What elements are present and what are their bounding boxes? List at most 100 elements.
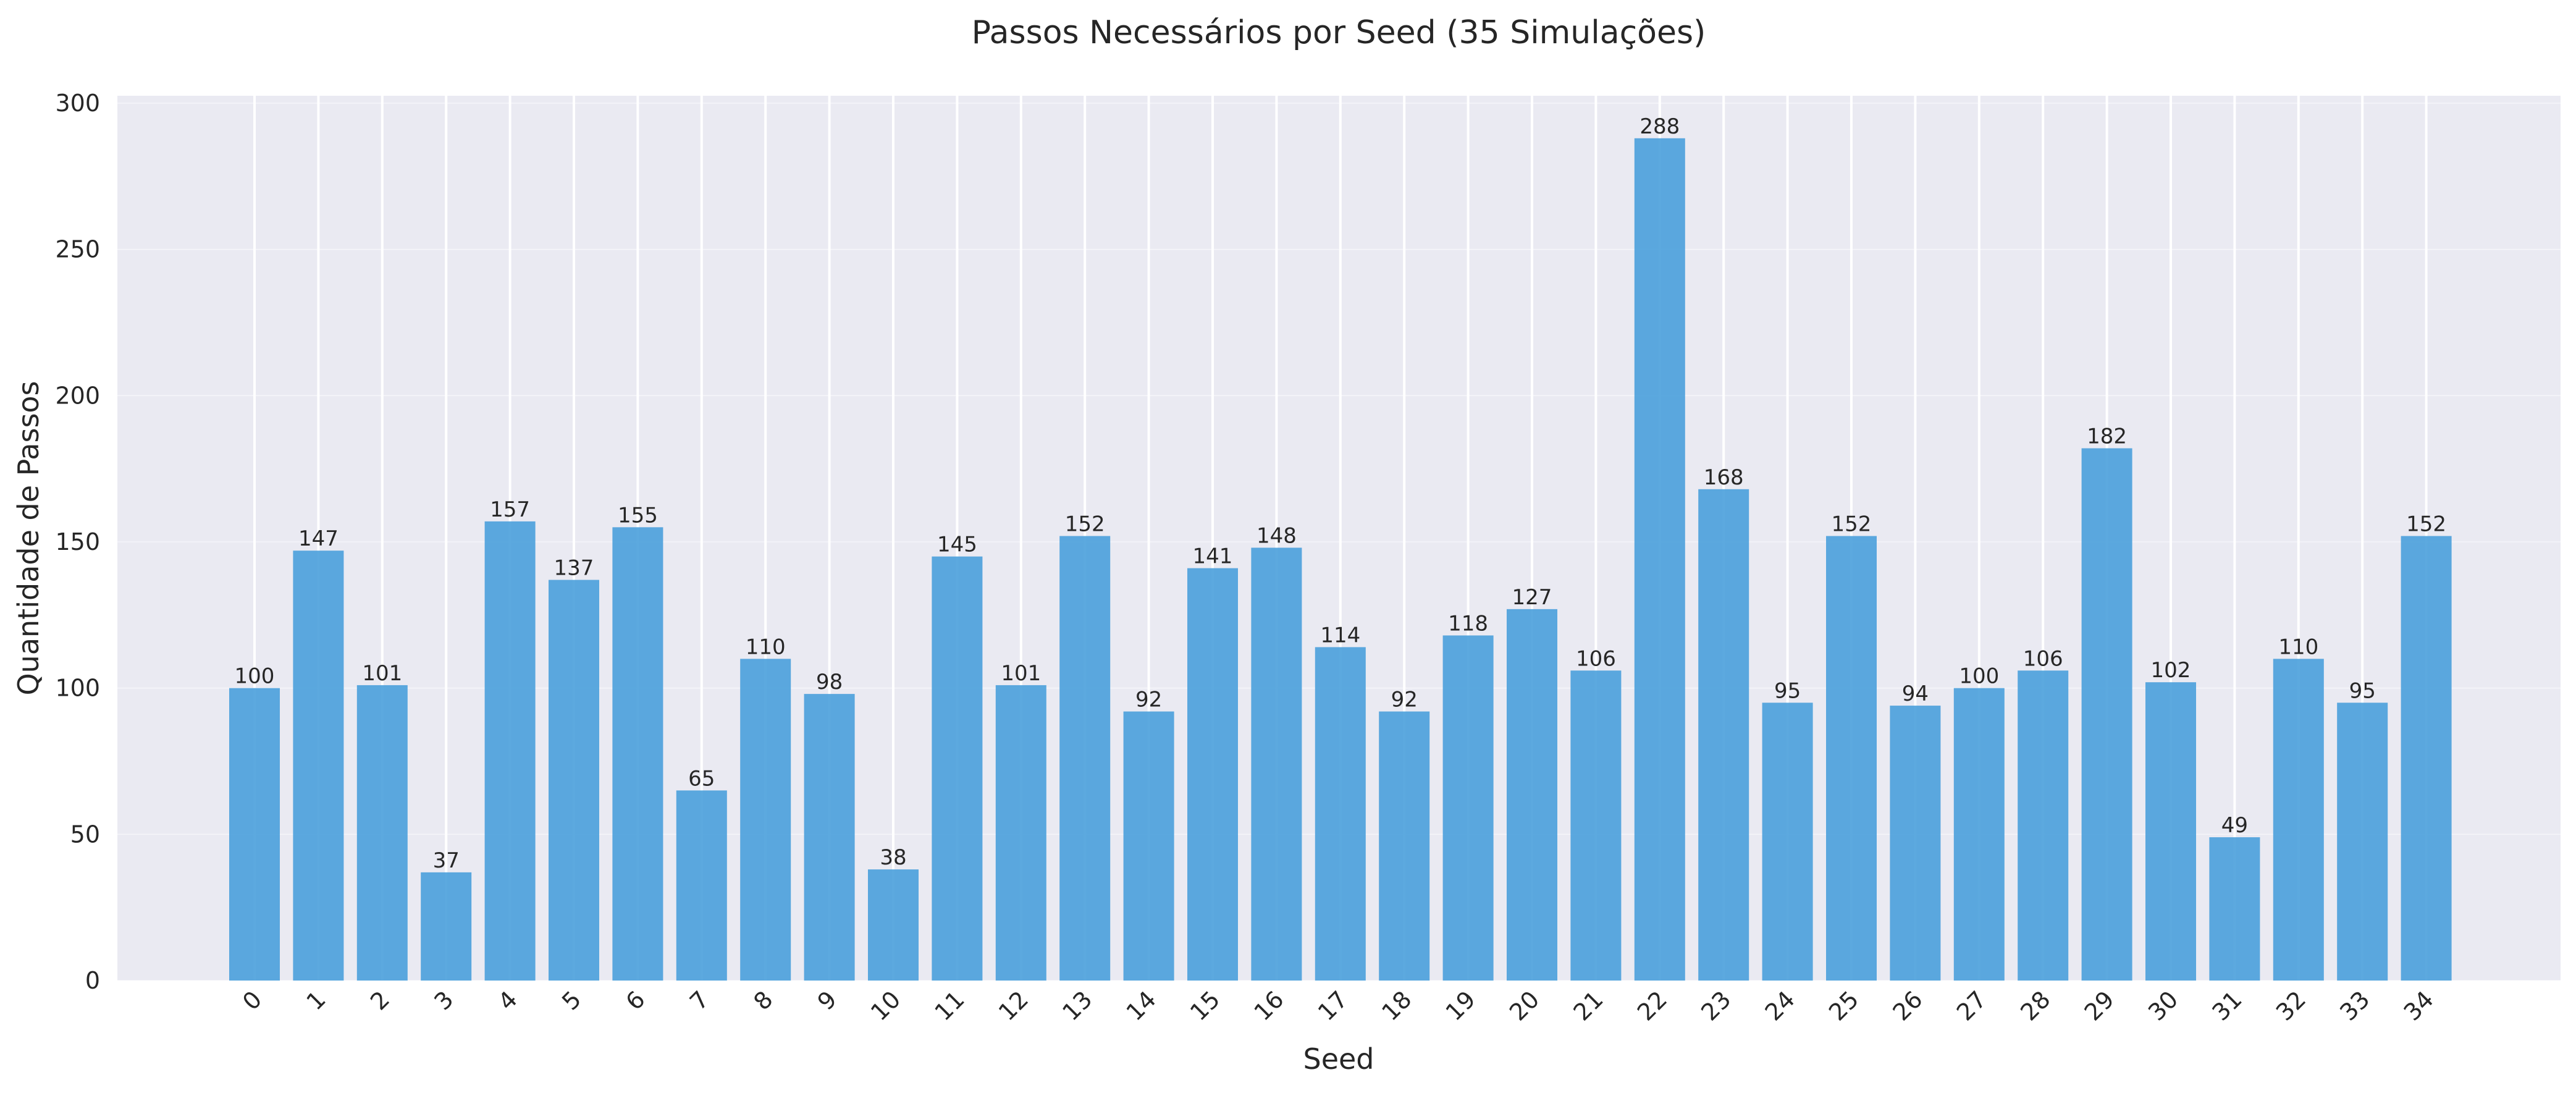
x-axis-label: Seed (1303, 1042, 1374, 1076)
data-label-seed-17: 114 (1320, 623, 1360, 648)
data-label-seed-2: 101 (362, 661, 402, 686)
bar-seed-27 (1953, 688, 2005, 981)
x-tick-label-seed-6: 6 (621, 985, 650, 1015)
x-tick-label-seed-7: 7 (684, 985, 714, 1015)
bar-seed-23 (1698, 489, 1749, 981)
y-tick-label: 200 (55, 382, 100, 409)
data-label-seed-11: 145 (937, 533, 977, 557)
bar-seed-15 (1187, 568, 1238, 981)
data-label-seed-3: 37 (433, 848, 460, 873)
data-label-seed-1: 147 (298, 526, 339, 551)
x-tick-label-seed-2: 2 (365, 985, 395, 1015)
data-label-seed-0: 100 (235, 664, 275, 689)
bar-seed-4 (484, 521, 536, 981)
data-label-seed-21: 106 (1576, 646, 1616, 671)
data-label-seed-12: 101 (1001, 661, 1041, 686)
data-label-seed-19: 118 (1448, 611, 1488, 636)
bar-seed-34 (2401, 536, 2452, 981)
data-label-seed-25: 152 (1832, 512, 1872, 537)
bar-seed-16 (1251, 547, 1302, 981)
data-label-seed-27: 100 (1959, 664, 1999, 689)
bar-seed-9 (804, 694, 855, 981)
data-label-seed-20: 127 (1512, 585, 1552, 610)
bar-seed-7 (676, 790, 727, 981)
data-label-seed-31: 49 (2221, 813, 2248, 838)
bar-seed-21 (1570, 670, 1622, 981)
data-label-seed-18: 92 (1391, 688, 1418, 712)
x-tick-label-seed-19: 19 (1441, 985, 1481, 1026)
bar-seed-31 (2209, 837, 2260, 981)
bar-seed-24 (1762, 703, 1813, 981)
chart-title: Passos Necessários por Seed (35 Simulaçõ… (972, 14, 1706, 51)
x-tick-label-seed-0: 0 (237, 985, 267, 1015)
data-label-seed-23: 168 (1704, 465, 1744, 490)
x-tick-label-seed-18: 18 (1376, 985, 1416, 1026)
x-tick-label-seed-17: 17 (1313, 985, 1353, 1026)
x-tick-label-seed-26: 26 (1887, 985, 1927, 1026)
bar-seed-26 (1890, 706, 1941, 981)
data-label-seed-26: 94 (1902, 682, 1929, 706)
bar-seed-11 (932, 556, 983, 981)
data-label-seed-10: 38 (880, 845, 906, 870)
x-tick-label-seed-31: 31 (2207, 985, 2247, 1026)
x-tick-label-seed-1: 1 (301, 985, 331, 1015)
bar-seed-22 (1634, 138, 1685, 981)
x-tick-label-seed-8: 8 (748, 985, 778, 1015)
bar-seed-5 (549, 580, 599, 981)
bar-seed-10 (868, 869, 919, 981)
data-label-seed-6: 155 (618, 503, 658, 528)
bar-seed-13 (1059, 536, 1111, 981)
x-tick-label-seed-21: 21 (1568, 985, 1608, 1026)
y-tick-label: 100 (55, 675, 100, 702)
data-labels: 100 147 101 37 157 137 155 65 110 98 38 145 101 152 92… (235, 114, 2447, 873)
bar-seed-12 (995, 685, 1046, 981)
x-tick-label-seed-9: 9 (812, 985, 842, 1015)
x-tick-label-seed-11: 11 (929, 985, 969, 1026)
bars (229, 138, 2452, 981)
data-label-seed-32: 110 (2278, 635, 2318, 659)
y-tick-label: 150 (55, 528, 100, 555)
y-axis-ticks: 0 50 100 150 200 250 300 (55, 90, 100, 994)
data-label-seed-33: 95 (2349, 678, 2376, 703)
x-tick-label-seed-14: 14 (1121, 985, 1161, 1026)
x-tick-label-seed-4: 4 (493, 985, 523, 1015)
x-tick-label-seed-20: 20 (1504, 985, 1544, 1026)
bar-seed-19 (1442, 635, 1494, 981)
data-label-seed-13: 152 (1065, 512, 1105, 537)
y-tick-label: 300 (55, 90, 100, 117)
x-tick-label-seed-3: 3 (429, 985, 458, 1015)
x-tick-label-seed-13: 13 (1057, 985, 1097, 1026)
data-label-seed-9: 98 (816, 670, 843, 694)
bar-seed-32 (2273, 659, 2324, 981)
x-tick-label-seed-10: 10 (865, 985, 906, 1026)
x-tick-label-seed-12: 12 (993, 985, 1033, 1026)
bar-seed-2 (356, 685, 408, 981)
x-tick-label-seed-24: 24 (1760, 985, 1800, 1026)
bar-seed-29 (2081, 448, 2132, 981)
bar-seed-30 (2145, 682, 2196, 981)
x-tick-label-seed-34: 34 (2399, 985, 2439, 1026)
x-tick-label-seed-15: 15 (1185, 985, 1225, 1026)
data-label-seed-30: 102 (2151, 658, 2191, 683)
data-label-seed-15: 141 (1193, 544, 1233, 569)
data-label-seed-14: 92 (1135, 688, 1162, 712)
bar-seed-3 (421, 872, 472, 981)
data-label-seed-22: 288 (1639, 114, 1680, 139)
x-tick-label-seed-28: 28 (2015, 985, 2055, 1026)
x-tick-label-seed-25: 25 (1824, 985, 1864, 1026)
x-tick-label-seed-16: 16 (1248, 985, 1289, 1026)
data-label-seed-7: 65 (688, 766, 715, 791)
data-label-seed-4: 157 (490, 497, 530, 522)
y-tick-label: 0 (85, 967, 100, 994)
data-label-seed-28: 106 (2023, 646, 2063, 671)
bar-seed-14 (1123, 711, 1174, 981)
bar-seed-6 (612, 527, 663, 981)
data-label-seed-34: 152 (2406, 512, 2446, 537)
x-tick-label-seed-5: 5 (557, 985, 586, 1015)
y-axis-label: Quantidade de Passos (12, 381, 45, 695)
x-tick-label-seed-29: 29 (2079, 985, 2119, 1026)
data-label-seed-29: 182 (2087, 424, 2127, 449)
bar-seed-0 (229, 688, 280, 981)
x-tick-label-seed-32: 32 (2271, 985, 2311, 1026)
